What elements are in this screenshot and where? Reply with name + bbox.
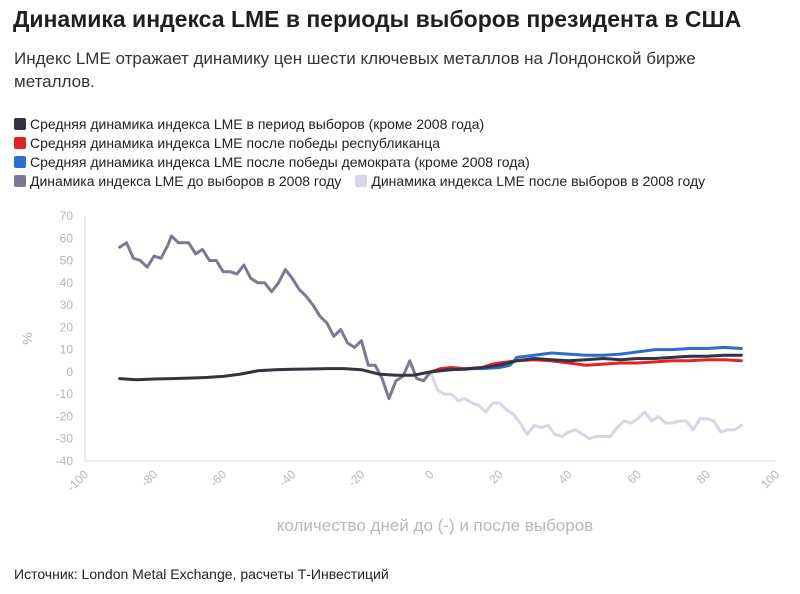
legend: Средняя динамика индекса LME в период вы…: [14, 114, 794, 190]
series-after-2008-line: [429, 370, 743, 441]
y-tick-label: -20: [56, 409, 74, 423]
y-tick-label: 10: [60, 343, 74, 357]
y-tick-label: 60: [60, 231, 74, 245]
x-tick-label: -80: [138, 467, 160, 489]
legend-swatch-dem: [14, 155, 26, 168]
y-tick-label: -30: [56, 432, 74, 446]
legend-swatch-after-2008: [355, 174, 368, 187]
legend-item-dem: Средняя динамика индекса LME после побед…: [14, 154, 530, 170]
y-tick-label: 20: [60, 320, 74, 334]
legend-item-before-2008: Динамика индекса LME до выборов в 2008 г…: [14, 173, 341, 189]
legend-row: Динамика индекса LME до выборов в 2008 г…: [14, 171, 794, 190]
legend-label-before-2008: Динамика индекса LME до выборов в 2008 г…: [30, 172, 342, 189]
x-tick-label: 40: [555, 467, 575, 487]
series-before-2008-line: [118, 234, 432, 401]
series-avg-line: [118, 353, 743, 382]
y-tick-label: 0: [66, 365, 73, 379]
y-tick-label: -40: [56, 454, 74, 468]
legend-swatch-avg: [14, 117, 26, 130]
x-tick-label: 0: [422, 467, 437, 482]
legend-item-avg: Средняя динамика индекса LME в период вы…: [14, 116, 484, 132]
x-tick-label: -20: [345, 467, 367, 489]
x-tick-label: 60: [625, 467, 645, 487]
y-tick-label: 30: [60, 298, 74, 312]
y-axis-label: %: [19, 332, 35, 344]
y-tick-label: 50: [60, 254, 74, 268]
x-tick-label: 20: [486, 467, 506, 487]
x-tick-label: -40: [276, 467, 298, 489]
legend-label-rep: Средняя динамика индекса LME после побед…: [30, 134, 441, 151]
legend-item-rep: Средняя динамика индекса LME после побед…: [14, 135, 440, 151]
legend-label-avg: Средняя динамика индекса LME в период вы…: [30, 115, 485, 132]
x-tick-label: 100: [758, 467, 782, 491]
legend-swatch-rep: [14, 136, 26, 149]
legend-row: Средняя динамика индекса LME после побед…: [14, 133, 794, 152]
x-tick-label: 80: [694, 467, 714, 487]
x-axis-label: количество дней до (-) и после выборов: [276, 516, 594, 535]
legend-label-after-2008: Динамика индекса LME после выборов в 200…: [371, 172, 706, 189]
chart-subtitle: Индекс LME отражает динамику цен шести к…: [14, 49, 696, 91]
y-tick-label: 40: [60, 276, 74, 290]
legend-row: Средняя динамика индекса LME в период вы…: [14, 114, 794, 133]
x-tick-label: -100: [64, 467, 91, 494]
y-tick-label: -10: [56, 387, 74, 401]
x-tick-label: -60: [207, 467, 229, 489]
y-tick-label: 70: [60, 209, 74, 223]
legend-row: Средняя динамика индекса LME после побед…: [14, 152, 794, 171]
legend-label-dem: Средняя динамика индекса LME после побед…: [30, 153, 530, 170]
legend-item-after-2008: Динамика индекса LME после выборов в 200…: [355, 173, 705, 189]
legend-swatch-before-2008: [14, 174, 26, 187]
source-note: Источник: London Metal Exchange, расчеты…: [14, 566, 389, 582]
chart-title: Динамика индекса LME в периоды выборов п…: [13, 6, 742, 32]
